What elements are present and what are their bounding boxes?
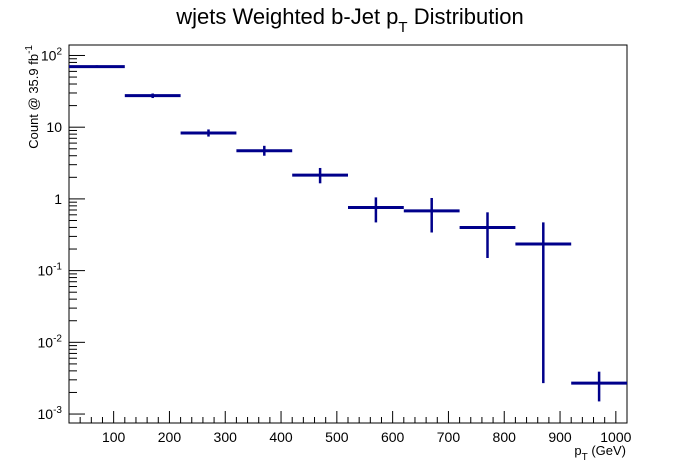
x-tick-label: 300: [214, 429, 238, 445]
x-tick-label: 800: [493, 429, 517, 445]
data-points: [69, 65, 627, 402]
x-tick-label: 200: [158, 429, 182, 445]
x-tick-label: 600: [381, 429, 405, 445]
x-axis-label-sub: T: [582, 452, 588, 463]
data-point: [69, 65, 125, 69]
chart-title-tail: Distribution: [408, 4, 524, 29]
data-point: [571, 371, 627, 402]
y-tick-label: 1: [54, 191, 62, 207]
data-point: [403, 197, 460, 233]
y-tick-label: 10: [46, 119, 62, 135]
chart-title-sub: T: [398, 19, 407, 36]
data-point: [180, 129, 237, 137]
data-point: [348, 197, 404, 223]
x-tick-label: 900: [548, 429, 572, 445]
x-axis-label-tail: (GeV): [588, 443, 626, 458]
x-tick-label: 100: [102, 429, 126, 445]
x-tick-label: 1000: [600, 429, 631, 445]
data-point: [124, 93, 181, 99]
chart-title-main: wjets Weighted b-Jet p: [175, 4, 398, 29]
data-point: [236, 145, 293, 156]
data-point: [459, 212, 516, 258]
data-point: [292, 167, 348, 184]
chart-title: wjets Weighted b-Jet pT Distribution: [175, 4, 523, 36]
y-axis-label-main: Count @ 35.9 fb: [26, 54, 41, 149]
x-axis: 100 200 300 400 500 600 700 800 900 1000: [68, 411, 632, 445]
data-point: [515, 222, 572, 384]
y-tick-label: 10-1: [38, 262, 63, 279]
x-axis-label-main: p: [574, 443, 581, 458]
y-tick-label: 10-2: [38, 333, 63, 350]
x-tick-label: 700: [437, 429, 461, 445]
x-tick-label: 500: [325, 429, 349, 445]
y-axis: 10-3 10-2 10-1 1 10 102: [38, 46, 85, 422]
x-axis-label: pT (GeV): [574, 443, 626, 463]
y-axis-label-sup: -1: [24, 45, 35, 54]
y-tick-label: 10-3: [38, 405, 63, 422]
y-tick-label: 102: [41, 46, 63, 63]
x-tick-label: 400: [269, 429, 293, 445]
y-axis-label: Count @ 35.9 fb-1: [24, 45, 41, 149]
